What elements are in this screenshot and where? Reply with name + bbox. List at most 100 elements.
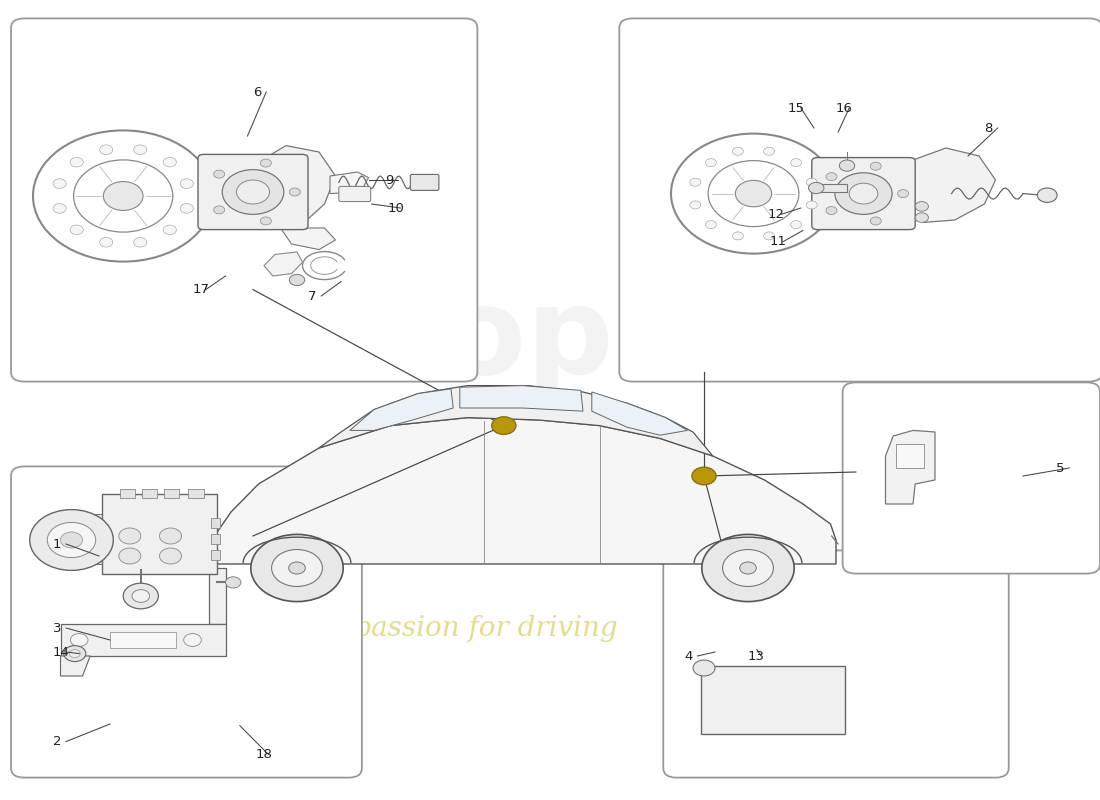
Circle shape	[60, 532, 82, 548]
Polygon shape	[350, 389, 453, 430]
Circle shape	[213, 206, 224, 214]
FancyBboxPatch shape	[188, 489, 204, 498]
Circle shape	[261, 217, 272, 225]
Text: 3: 3	[53, 622, 62, 634]
Circle shape	[160, 528, 182, 544]
Circle shape	[123, 583, 158, 609]
Circle shape	[733, 232, 744, 240]
Polygon shape	[60, 656, 90, 676]
Text: 5: 5	[1056, 462, 1065, 474]
Circle shape	[690, 201, 701, 209]
Polygon shape	[264, 252, 303, 276]
Bar	[110, 632, 176, 648]
Circle shape	[736, 180, 772, 207]
Circle shape	[251, 534, 343, 602]
FancyBboxPatch shape	[142, 489, 157, 498]
Polygon shape	[592, 392, 688, 435]
Circle shape	[261, 159, 272, 167]
Circle shape	[64, 646, 86, 662]
Circle shape	[898, 190, 909, 198]
Text: 11: 11	[770, 235, 786, 248]
Bar	[72, 514, 113, 564]
Circle shape	[492, 417, 516, 434]
Circle shape	[826, 173, 837, 181]
Circle shape	[693, 660, 715, 676]
Circle shape	[69, 650, 80, 658]
Bar	[211, 550, 220, 560]
Circle shape	[236, 180, 270, 204]
FancyBboxPatch shape	[843, 382, 1100, 574]
Circle shape	[870, 217, 881, 225]
Circle shape	[53, 179, 66, 189]
Bar	[211, 534, 220, 544]
FancyBboxPatch shape	[164, 489, 179, 498]
Circle shape	[47, 522, 96, 558]
Polygon shape	[209, 418, 836, 564]
FancyBboxPatch shape	[812, 158, 915, 230]
Polygon shape	[460, 386, 583, 411]
FancyBboxPatch shape	[701, 666, 845, 734]
Circle shape	[70, 158, 84, 167]
Circle shape	[289, 274, 305, 286]
Circle shape	[163, 158, 176, 167]
Polygon shape	[60, 624, 226, 656]
Circle shape	[103, 182, 143, 210]
Text: 15: 15	[788, 102, 804, 114]
Circle shape	[835, 173, 892, 214]
FancyBboxPatch shape	[663, 550, 1009, 778]
Circle shape	[806, 178, 817, 186]
Circle shape	[791, 221, 802, 229]
Circle shape	[132, 590, 150, 602]
Circle shape	[849, 183, 878, 204]
FancyBboxPatch shape	[120, 489, 135, 498]
Circle shape	[1037, 188, 1057, 202]
Text: 6: 6	[253, 86, 262, 98]
FancyBboxPatch shape	[198, 154, 308, 230]
Circle shape	[733, 147, 744, 155]
Circle shape	[53, 203, 66, 213]
Circle shape	[915, 213, 928, 222]
Circle shape	[119, 528, 141, 544]
Circle shape	[791, 158, 802, 166]
FancyBboxPatch shape	[11, 466, 362, 778]
Text: 7: 7	[308, 290, 317, 302]
Circle shape	[222, 170, 284, 214]
Bar	[896, 444, 924, 468]
Circle shape	[133, 145, 146, 154]
Text: europarts: europarts	[212, 282, 888, 398]
Bar	[211, 518, 220, 528]
Polygon shape	[330, 172, 369, 194]
Circle shape	[30, 510, 113, 570]
Text: 13: 13	[748, 650, 764, 662]
Circle shape	[702, 534, 794, 602]
Circle shape	[839, 160, 855, 171]
Circle shape	[213, 170, 224, 178]
Text: 16: 16	[836, 102, 852, 114]
Circle shape	[763, 232, 774, 240]
Polygon shape	[886, 430, 935, 504]
FancyBboxPatch shape	[619, 18, 1100, 382]
Polygon shape	[904, 148, 996, 222]
Text: 10: 10	[387, 202, 404, 214]
Circle shape	[70, 634, 88, 646]
Bar	[816, 184, 847, 192]
Circle shape	[723, 550, 773, 586]
Circle shape	[100, 145, 113, 154]
Circle shape	[870, 162, 881, 170]
Circle shape	[133, 238, 146, 247]
Circle shape	[705, 158, 716, 166]
Text: 9: 9	[385, 174, 394, 186]
FancyBboxPatch shape	[339, 186, 371, 202]
Circle shape	[705, 221, 716, 229]
Text: a passion for driving: a passion for driving	[328, 614, 618, 642]
Circle shape	[288, 562, 306, 574]
Circle shape	[915, 202, 928, 211]
Circle shape	[289, 188, 300, 196]
Circle shape	[808, 182, 824, 194]
FancyBboxPatch shape	[410, 174, 439, 190]
Circle shape	[70, 225, 84, 234]
Text: 12: 12	[768, 208, 784, 221]
Circle shape	[806, 201, 817, 209]
Text: 17: 17	[192, 283, 209, 296]
FancyBboxPatch shape	[11, 18, 477, 382]
